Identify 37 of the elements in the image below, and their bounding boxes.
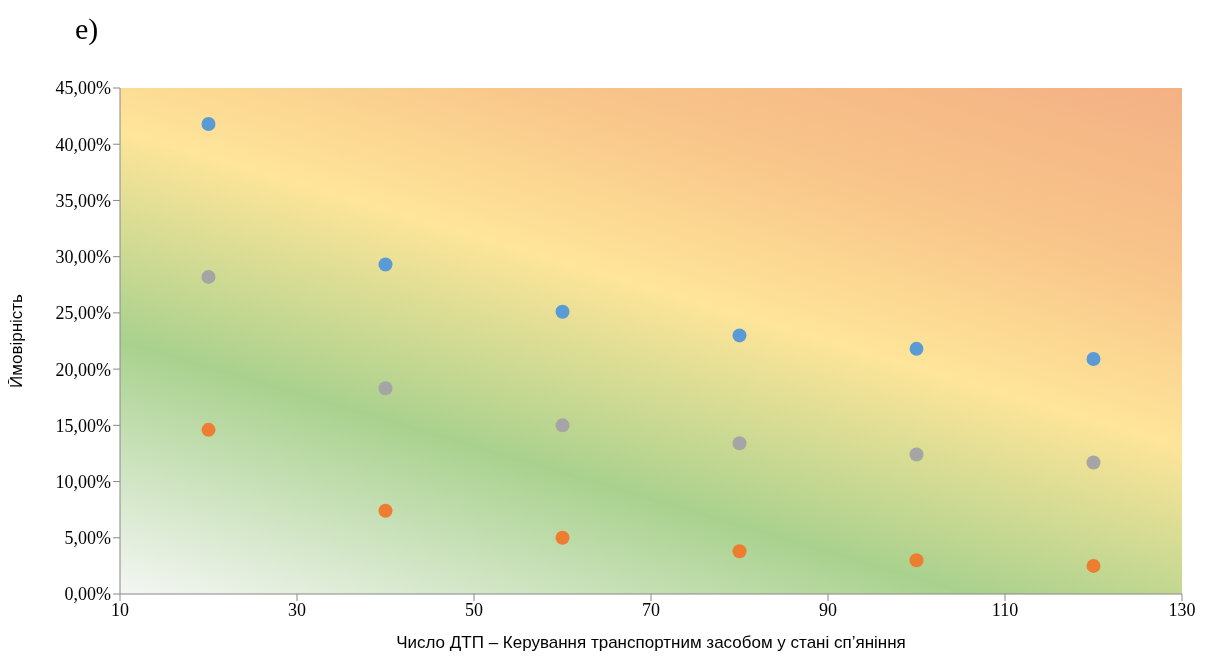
y-tick-label: 45,00% <box>55 78 111 99</box>
x-tick-label: 90 <box>819 599 837 620</box>
x-axis-title: Число ДТП – Керування транспортним засобом у стані сп’яніння <box>396 633 906 652</box>
point <box>1086 455 1101 470</box>
point <box>1086 351 1101 366</box>
y-tick-label: 35,00% <box>55 190 111 211</box>
x-tick-label: 30 <box>288 599 306 620</box>
y-tick-label: 25,00% <box>55 303 111 324</box>
point <box>909 341 924 356</box>
point <box>732 544 747 559</box>
point <box>555 530 570 545</box>
point <box>909 447 924 462</box>
x-tick-label: 70 <box>642 599 660 620</box>
y-tick-label: 0,00% <box>64 584 111 605</box>
point <box>201 116 216 131</box>
point <box>378 257 393 272</box>
x-tick-label: 10 <box>111 599 129 620</box>
point <box>201 422 216 437</box>
point <box>732 328 747 343</box>
y-tick-label: 40,00% <box>55 134 111 155</box>
point <box>555 418 570 433</box>
y-tick-label: 20,00% <box>55 359 111 380</box>
x-tick-label: 50 <box>465 599 483 620</box>
point <box>201 269 216 284</box>
x-tick-label: 110 <box>991 599 1019 620</box>
point <box>909 553 924 568</box>
point <box>555 304 570 319</box>
point <box>378 503 393 518</box>
chart-title: e) <box>74 11 100 47</box>
point <box>378 381 393 396</box>
y-tick-label: 10,00% <box>55 471 111 492</box>
x-tick-label: 130 <box>1168 599 1196 620</box>
y-tick-label: 5,00% <box>64 528 111 549</box>
y-tick-label: 30,00% <box>55 247 111 268</box>
y-tick-label: 15,00% <box>55 415 111 436</box>
point <box>1086 558 1101 573</box>
point <box>732 436 747 451</box>
